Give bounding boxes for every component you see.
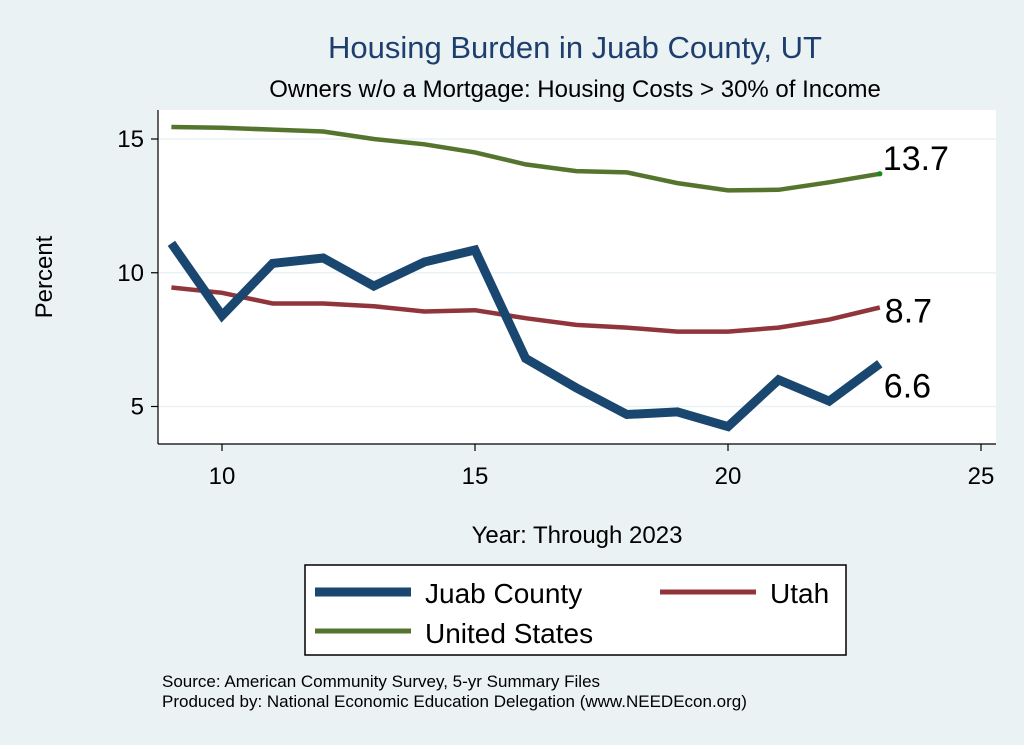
y-axis-title: Percent [31, 235, 58, 318]
legend-label-utah: Utah [770, 578, 829, 609]
x-tick-label-10: 10 [209, 463, 236, 490]
producer-note: Produced by: National Economic Education… [162, 692, 747, 711]
x-tick-label-20: 20 [715, 463, 742, 490]
plot-area [158, 110, 996, 444]
end-labels: 6.6 8.7 13.7 [883, 140, 949, 406]
y-tick-label-15: 15 [117, 126, 144, 153]
legend-box [304, 564, 847, 656]
legend-label-juab-county: Juab County [425, 578, 582, 609]
series-line-united-states [171, 124, 881, 193]
x-tick-label-15: 15 [462, 463, 489, 490]
y-tick-label-10: 10 [117, 260, 144, 287]
y-tick-label-5: 5 [131, 394, 144, 421]
gridlines [158, 138, 996, 408]
axes [157, 110, 996, 445]
x-axis-title: Year: Through 2023 [472, 522, 683, 549]
chart-title: Housing Burden in Juab County, UT [328, 30, 822, 65]
legend-label-united-states: United States [425, 618, 593, 649]
y-axis-ticks: 5 10 15 [117, 126, 158, 421]
end-label-juab-county: 6.6 [884, 368, 931, 406]
x-tick-label-25: 25 [968, 463, 995, 490]
series-lines [167, 124, 883, 432]
series-end-point-united-states [877, 171, 883, 177]
series-line-utah [171, 285, 881, 334]
x-axis-ticks: 10 15 20 25 [209, 444, 995, 490]
end-label-utah: 8.7 [885, 293, 932, 331]
chart-subtitle: Owners w/o a Mortgage: Housing Costs > 3… [269, 76, 881, 103]
legend: Juab County Utah United States [304, 564, 847, 656]
source-note: Source: American Community Survey, 5-yr … [162, 672, 600, 691]
end-label-united-states: 13.7 [883, 140, 949, 178]
series-line-juab-county [167, 240, 883, 432]
